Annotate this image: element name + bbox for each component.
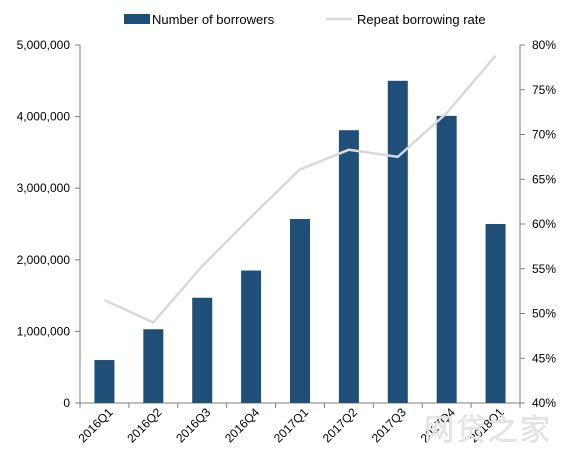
bars-layer xyxy=(94,81,505,403)
left-axis-tick-label: 2,000,000 xyxy=(17,253,71,267)
x-axis-tick-label: 2016Q1 xyxy=(75,405,115,445)
right-axis-tick-label: 45% xyxy=(532,351,556,365)
watermark: 网贷之家 xyxy=(424,413,552,448)
bar-number-of-borrowers xyxy=(94,360,114,403)
x-axis-tick-label: 2016Q3 xyxy=(173,405,213,445)
left-axis-tick-label: 3,000,000 xyxy=(17,181,71,195)
bar-number-of-borrowers xyxy=(339,130,359,403)
bar-number-of-borrowers xyxy=(437,116,457,403)
left-axis-tick-label: 4,000,000 xyxy=(17,110,71,124)
right-axis-tick-label: 80% xyxy=(532,38,556,52)
left-axis-tick-label: 5,000,000 xyxy=(17,38,71,52)
left-axis-tick-label: 0 xyxy=(63,396,70,410)
bar-number-of-borrowers xyxy=(290,219,310,403)
legend-label-repeat-borrowing-rate: Repeat borrowing rate xyxy=(357,12,486,27)
legend-swatch-bar xyxy=(124,14,150,24)
legend-label-number-of-borrowers: Number of borrowers xyxy=(152,12,275,27)
right-axis-tick-label: 65% xyxy=(532,172,556,186)
legend: Number of borrowers Repeat borrowing rate xyxy=(124,12,486,27)
x-axis-tick-label: 2017Q1 xyxy=(271,405,311,445)
right-axis-tick-label: 75% xyxy=(532,83,556,97)
right-axis-tick-label: 70% xyxy=(532,128,556,142)
bar-number-of-borrowers xyxy=(241,271,261,403)
bar-number-of-borrowers xyxy=(143,329,163,403)
right-axis-tick-label: 60% xyxy=(532,217,556,231)
x-axis-tick-label: 2017Q2 xyxy=(320,405,360,445)
bar-number-of-borrowers xyxy=(486,224,506,403)
bar-number-of-borrowers xyxy=(388,81,408,403)
x-axis-tick-label: 2016Q2 xyxy=(124,405,164,445)
right-axis-tick-label: 55% xyxy=(532,262,556,276)
bar-number-of-borrowers xyxy=(192,298,212,403)
right-axis-tick-label: 50% xyxy=(532,307,556,321)
right-axis-tick-label: 40% xyxy=(532,396,556,410)
left-axis-tick-label: 1,000,000 xyxy=(17,324,71,338)
x-axis-tick-label: 2017Q3 xyxy=(369,405,409,445)
x-axis-tick-label: 2016Q4 xyxy=(222,405,262,445)
